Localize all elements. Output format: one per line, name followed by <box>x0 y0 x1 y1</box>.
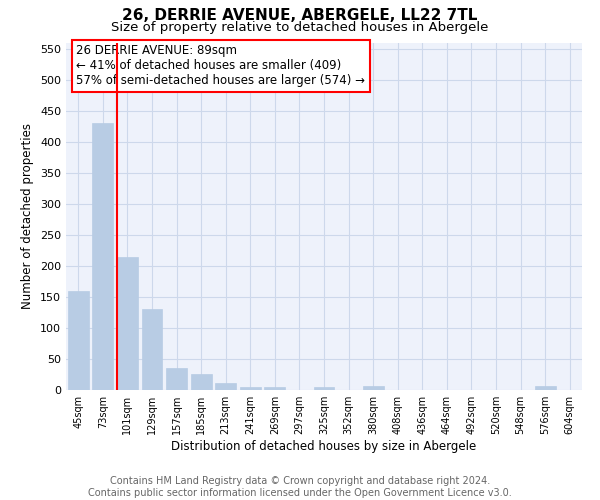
Bar <box>240 387 261 390</box>
Bar <box>166 368 187 390</box>
Bar <box>68 290 89 390</box>
Bar <box>265 387 286 390</box>
Text: Size of property relative to detached houses in Abergele: Size of property relative to detached ho… <box>112 21 488 34</box>
Bar <box>535 386 556 390</box>
Bar <box>92 123 113 390</box>
Text: Contains HM Land Registry data © Crown copyright and database right 2024.
Contai: Contains HM Land Registry data © Crown c… <box>88 476 512 498</box>
Bar <box>117 256 138 390</box>
Bar <box>142 310 163 390</box>
Bar <box>362 386 383 390</box>
Y-axis label: Number of detached properties: Number of detached properties <box>22 123 34 309</box>
Bar <box>314 387 334 390</box>
Text: 26, DERRIE AVENUE, ABERGELE, LL22 7TL: 26, DERRIE AVENUE, ABERGELE, LL22 7TL <box>122 8 478 22</box>
Bar <box>215 382 236 390</box>
Bar <box>191 374 212 390</box>
Text: 26 DERRIE AVENUE: 89sqm
← 41% of detached houses are smaller (409)
57% of semi-d: 26 DERRIE AVENUE: 89sqm ← 41% of detache… <box>76 44 365 87</box>
X-axis label: Distribution of detached houses by size in Abergele: Distribution of detached houses by size … <box>172 440 476 453</box>
